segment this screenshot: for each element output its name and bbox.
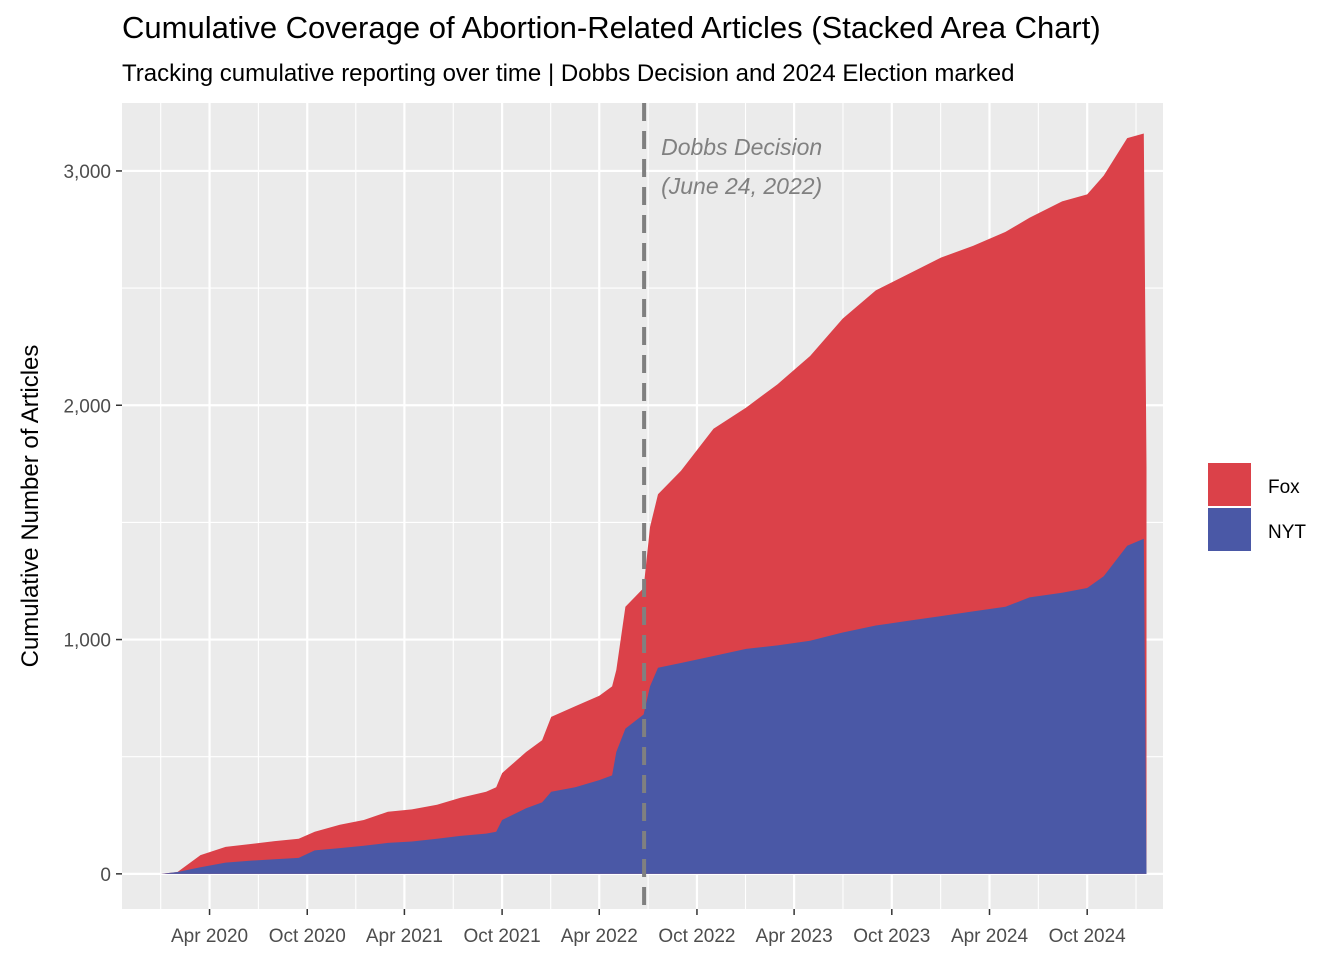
y-axis-title: Cumulative Number of Articles	[17, 345, 44, 668]
annotation-layer: Dobbs Decision (June 24, 2022)	[642, 103, 822, 909]
x-tick-label: Apr 2020	[171, 926, 248, 947]
legend-key-fox	[1208, 463, 1251, 506]
legend-label-nyt: NYT	[1268, 522, 1306, 543]
x-tick-label: Apr 2023	[756, 926, 833, 947]
dobbs-decision-date-label: (June 24, 2022)	[661, 173, 822, 199]
x-tick-label: Apr 2024	[951, 926, 1029, 947]
legend-label-fox: Fox	[1268, 477, 1300, 498]
x-tick-label: Oct 2020	[269, 926, 346, 947]
y-tick-label: 1,000	[63, 631, 111, 652]
area-nyt	[161, 538, 1147, 874]
y-axis: 0 1,000 2,000 3,000	[63, 162, 122, 886]
chart-title: Cumulative Coverage of Abortion-Related …	[122, 10, 1101, 45]
x-tick-label: Apr 2022	[561, 926, 638, 947]
y-tick-label: 3,000	[63, 162, 111, 183]
area-series-layer	[161, 133, 1147, 874]
x-tick-label: Oct 2022	[658, 926, 735, 947]
x-tick-label: Apr 2021	[366, 926, 443, 947]
y-tick-label: 2,000	[63, 396, 111, 417]
x-axis: Apr 2020 Oct 2020 Apr 2021 Oct 2021 Apr 2022…	[171, 909, 1126, 947]
legend-key-nyt	[1208, 508, 1251, 551]
x-tick-label: Oct 2023	[853, 926, 930, 947]
legend: Fox NYT	[1208, 463, 1306, 551]
y-tick-label: 0	[100, 865, 111, 886]
x-tick-label: Oct 2024	[1049, 926, 1127, 947]
x-tick-label: Oct 2021	[464, 926, 541, 947]
chart-subtitle: Tracking cumulative reporting over time …	[122, 60, 1015, 87]
dobbs-decision-label: Dobbs Decision	[661, 134, 822, 160]
